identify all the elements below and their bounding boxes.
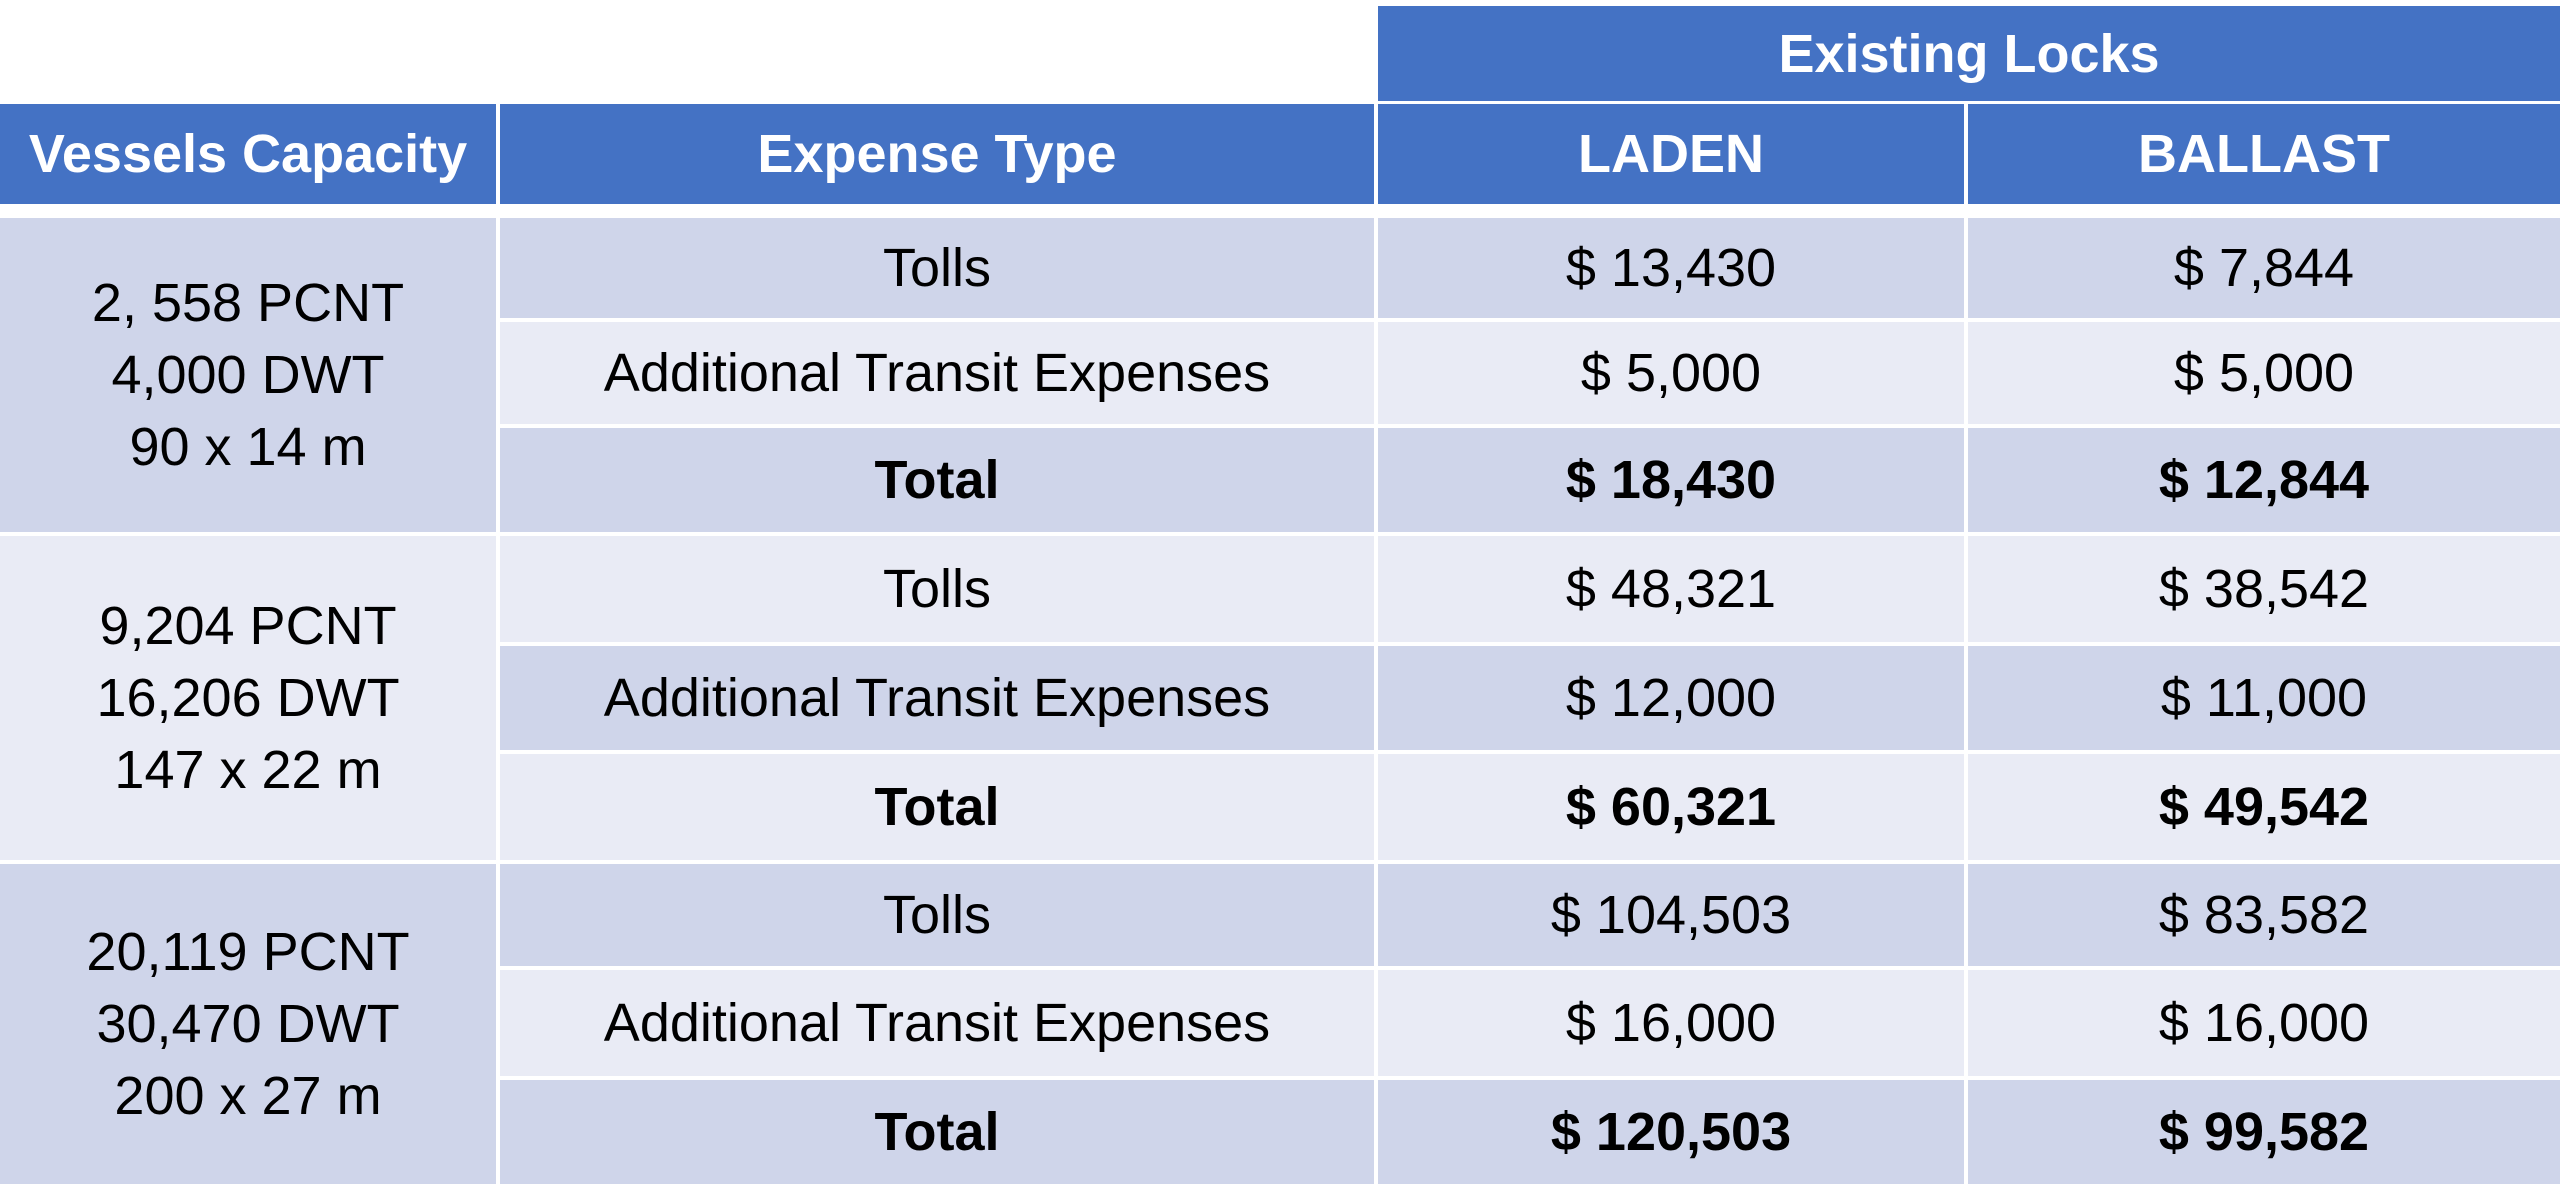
- total-label-cell: Total: [500, 428, 1374, 532]
- ballast-value-cell: $ 11,000: [1968, 646, 2560, 750]
- expense-type-cell: Tolls: [500, 536, 1374, 642]
- ballast-value-cell: $ 7,844: [1968, 218, 2560, 318]
- laden-value-cell: $ 16,000: [1378, 970, 1964, 1076]
- existing-locks-header: Existing Locks: [1378, 6, 2560, 101]
- vessel-dimensions: 90 x 14 m: [129, 417, 367, 477]
- laden-total-cell: $ 60,321: [1378, 754, 1964, 860]
- expense-type-cell: Tolls: [500, 864, 1374, 966]
- ballast-total-cell: $ 12,844: [1968, 428, 2560, 532]
- expense-type-cell: Tolls: [500, 218, 1374, 318]
- expense-type-cell: Additional Transit Expenses: [500, 322, 1374, 424]
- vessel-capacity-cell: 2, 558 PCNT 4,000 DWT 90 x 14 m: [0, 218, 496, 532]
- laden-value-cell: $ 12,000: [1378, 646, 1964, 750]
- expense-type-cell: Additional Transit Expenses: [500, 970, 1374, 1076]
- expense-type-cell: Additional Transit Expenses: [500, 646, 1374, 750]
- vessel-dwt: 16,206 DWT: [96, 668, 400, 728]
- laden-value-cell: $ 48,321: [1378, 536, 1964, 642]
- ballast-value-cell: $ 5,000: [1968, 322, 2560, 424]
- total-label-cell: Total: [500, 1080, 1374, 1184]
- laden-total-cell: $ 120,503: [1378, 1080, 1964, 1184]
- ballast-header: BALLAST: [1968, 104, 2560, 204]
- total-label-cell: Total: [500, 754, 1374, 860]
- vessels-capacity-header: Vessels Capacity: [0, 104, 496, 204]
- vessel-dwt: 30,470 DWT: [96, 994, 400, 1054]
- expense-type-header: Expense Type: [500, 104, 1374, 204]
- vessel-dwt: 4,000 DWT: [111, 345, 385, 405]
- vessel-capacity-cell: 9,204 PCNT 16,206 DWT 147 x 22 m: [0, 536, 496, 860]
- vessel-pcnt: 20,119 PCNT: [86, 922, 410, 982]
- ballast-value-cell: $ 16,000: [1968, 970, 2560, 1076]
- laden-header: LADEN: [1378, 104, 1964, 204]
- vessel-dimensions: 200 x 27 m: [114, 1066, 382, 1126]
- vessel-pcnt: 9,204 PCNT: [99, 596, 397, 656]
- laden-total-cell: $ 18,430: [1378, 428, 1964, 532]
- ballast-value-cell: $ 83,582: [1968, 864, 2560, 966]
- ballast-total-cell: $ 99,582: [1968, 1080, 2560, 1184]
- laden-value-cell: $ 5,000: [1378, 322, 1964, 424]
- vessel-dimensions: 147 x 22 m: [114, 740, 382, 800]
- ballast-total-cell: $ 49,542: [1968, 754, 2560, 860]
- ballast-value-cell: $ 38,542: [1968, 536, 2560, 642]
- vessel-capacity-cell: 20,119 PCNT 30,470 DWT 200 x 27 m: [0, 864, 496, 1184]
- laden-value-cell: $ 104,503: [1378, 864, 1964, 966]
- vessel-pcnt: 2, 558 PCNT: [91, 273, 405, 333]
- laden-value-cell: $ 13,430: [1378, 218, 1964, 318]
